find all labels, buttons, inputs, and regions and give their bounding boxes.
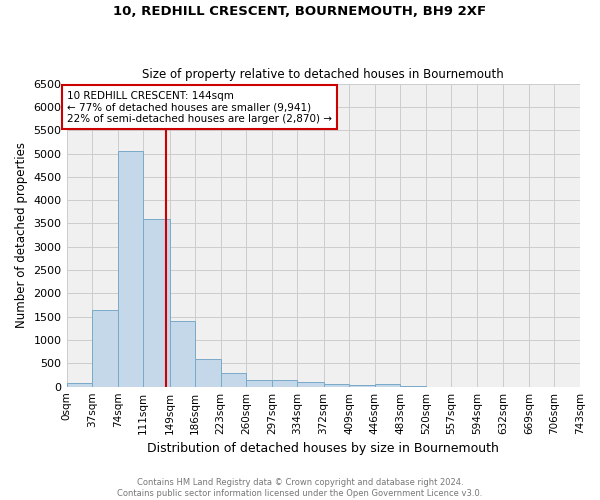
- Bar: [118, 151, 143, 386]
- Y-axis label: Number of detached properties: Number of detached properties: [15, 142, 28, 328]
- Bar: [246, 380, 272, 386]
- Bar: [67, 383, 92, 386]
- Text: Contains HM Land Registry data © Crown copyright and database right 2024.
Contai: Contains HM Land Registry data © Crown c…: [118, 478, 482, 498]
- Title: Size of property relative to detached houses in Bournemouth: Size of property relative to detached ho…: [142, 68, 504, 81]
- Bar: [349, 385, 375, 386]
- Bar: [195, 358, 221, 386]
- Text: 10 REDHILL CRESCENT: 144sqm
← 77% of detached houses are smaller (9,941)
22% of : 10 REDHILL CRESCENT: 144sqm ← 77% of det…: [67, 90, 332, 124]
- Bar: [272, 380, 298, 386]
- Bar: [221, 372, 246, 386]
- Bar: [323, 384, 349, 386]
- Bar: [170, 322, 195, 386]
- Bar: [375, 384, 400, 386]
- Bar: [298, 382, 323, 386]
- Bar: [92, 310, 118, 386]
- Text: 10, REDHILL CRESCENT, BOURNEMOUTH, BH9 2XF: 10, REDHILL CRESCENT, BOURNEMOUTH, BH9 2…: [113, 5, 487, 18]
- Bar: [143, 219, 170, 386]
- X-axis label: Distribution of detached houses by size in Bournemouth: Distribution of detached houses by size …: [148, 442, 499, 455]
